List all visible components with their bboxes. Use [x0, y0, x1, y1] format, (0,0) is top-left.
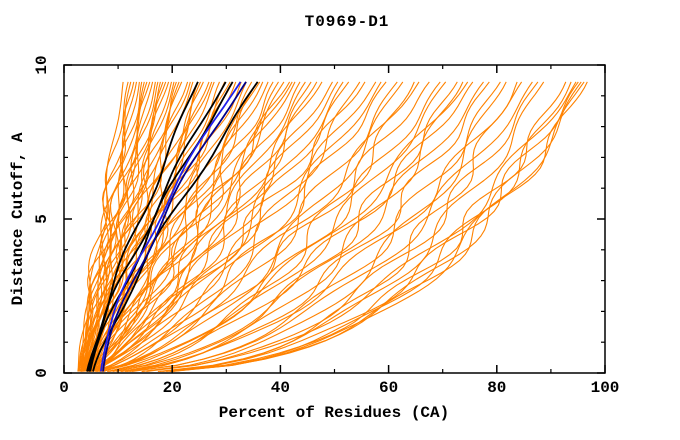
highlighted-curve-black	[89, 81, 234, 372]
prediction-curve-orange	[81, 81, 143, 372]
x-tick-label: 20	[163, 379, 182, 397]
prediction-curve-orange	[80, 81, 293, 372]
prediction-curve-orange	[77, 81, 129, 372]
prediction-curve-orange	[89, 81, 333, 372]
prediction-curve-orange	[81, 81, 183, 372]
prediction-curve-orange	[116, 81, 415, 373]
prediction-curve-orange	[81, 81, 213, 372]
prediction-curve-orange	[89, 81, 264, 372]
highlighted-curve-blue	[100, 81, 242, 372]
server-prediction-curves	[77, 81, 588, 373]
prediction-curve-orange	[107, 81, 441, 373]
prediction-curve-orange	[157, 81, 545, 373]
highlighted-model-curves-blue	[100, 81, 247, 372]
prediction-curve-orange	[77, 81, 138, 372]
prediction-curve-orange	[112, 81, 484, 373]
prediction-curve-orange	[99, 81, 469, 373]
prediction-curve-orange	[83, 81, 269, 372]
x-tick-label: 40	[271, 379, 290, 397]
prediction-curve-orange	[96, 81, 430, 373]
prediction-curve-orange	[141, 81, 577, 373]
prediction-curve-orange	[95, 81, 420, 373]
prediction-curve-orange	[92, 81, 387, 373]
prediction-curve-orange	[90, 81, 366, 372]
prediction-curve-orange	[97, 81, 323, 372]
prediction-curve-orange	[96, 81, 344, 373]
axis-tick-labels: 0 20 40 60 80 100 0 5 10	[33, 55, 619, 397]
y-tick-label: 10	[33, 55, 51, 74]
x-tick-label: 0	[59, 379, 69, 397]
prediction-curve-orange	[78, 81, 151, 372]
prediction-curve-orange	[79, 81, 167, 372]
prediction-curve-orange	[141, 81, 507, 373]
prediction-curve-orange	[129, 81, 533, 373]
prediction-curve-orange	[169, 81, 582, 373]
prediction-curve-orange	[101, 81, 404, 373]
prediction-curve-orange	[166, 81, 567, 373]
y-tick-label: 0	[33, 368, 51, 378]
prediction-curve-orange	[88, 81, 279, 372]
highlighted-curve-blue	[102, 81, 247, 372]
prediction-curve-orange	[81, 81, 247, 372]
prediction-curve-orange	[82, 81, 296, 372]
prediction-curve-orange	[80, 81, 148, 372]
x-tick-label: 80	[487, 379, 506, 397]
y-axis-title: Distance Cutoff, A	[9, 132, 27, 305]
prediction-curve-orange	[101, 81, 398, 373]
prediction-curve-orange	[132, 81, 501, 373]
prediction-curve-orange	[107, 81, 447, 373]
x-tick-label: 100	[591, 379, 620, 397]
prediction-curve-orange	[103, 81, 361, 373]
prediction-curve-orange	[96, 81, 274, 372]
prediction-curve-orange	[124, 81, 464, 373]
prediction-curve-orange	[88, 81, 306, 372]
prediction-curve-orange	[90, 81, 377, 373]
prediction-curve-orange	[88, 81, 318, 373]
x-tick-label: 60	[379, 379, 398, 397]
prediction-curve-orange	[146, 81, 539, 373]
prediction-curve-orange	[169, 81, 588, 373]
chart-title: T0969-D1	[305, 13, 390, 31]
prediction-curve-orange	[109, 81, 474, 373]
prediction-curve-orange	[77, 81, 175, 372]
x-axis-title: Percent of Residues (CA)	[219, 404, 449, 422]
prediction-curve-orange	[126, 81, 490, 373]
prediction-curve-orange	[170, 81, 572, 373]
prediction-curve-orange	[80, 81, 191, 372]
axis-ticks	[63, 64, 606, 374]
prediction-curve-orange	[120, 81, 523, 373]
y-tick-label: 5	[33, 214, 51, 224]
prediction-curve-orange	[98, 81, 382, 373]
prediction-curve-orange	[88, 81, 156, 372]
prediction-curve-orange	[78, 81, 159, 372]
